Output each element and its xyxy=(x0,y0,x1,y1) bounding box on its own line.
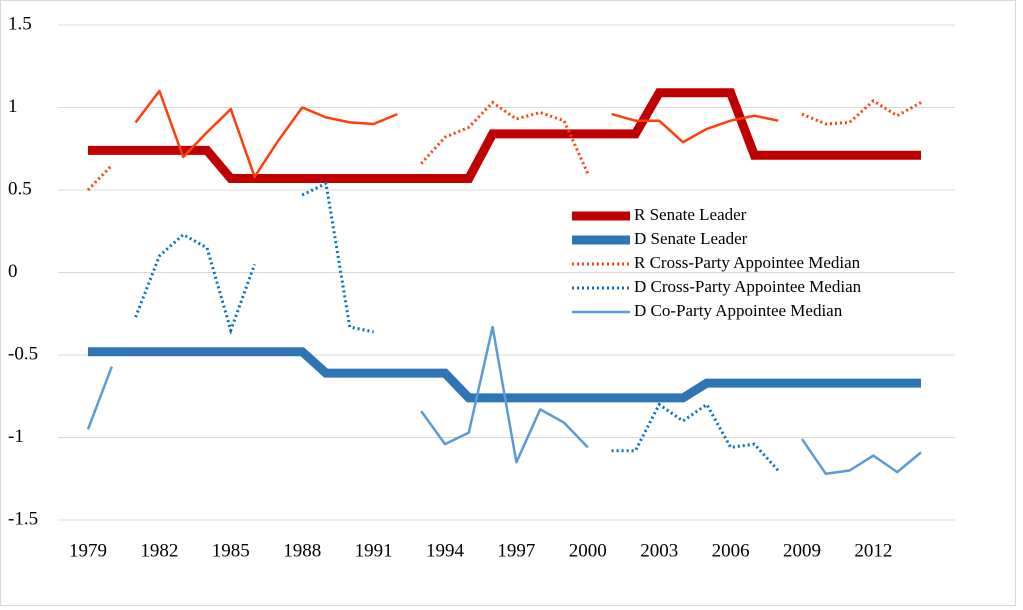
y-tick-label: 1.5 xyxy=(8,13,32,34)
y-tick-label: 1 xyxy=(8,96,18,117)
x-tick-label: 2000 xyxy=(569,540,607,561)
x-tick-label: 1991 xyxy=(355,540,393,561)
legend-label: R Senate Leader xyxy=(634,205,747,224)
series-line xyxy=(134,181,780,472)
legend-label: D Co-Party Appointee Median xyxy=(634,301,843,320)
x-tick-label: 1985 xyxy=(212,540,250,561)
x-tick-label: 1988 xyxy=(283,540,321,561)
x-tick-label: 1979 xyxy=(69,540,107,561)
x-tick-label: 1982 xyxy=(140,540,178,561)
legend-label: D Cross-Party Appointee Median xyxy=(634,277,862,296)
x-tick-label: 2012 xyxy=(854,540,892,561)
y-tick-label: -1 xyxy=(8,426,24,447)
legend-label: D Senate Leader xyxy=(634,229,748,248)
series-line xyxy=(88,88,921,183)
series-line xyxy=(134,89,779,179)
legend-label: R Cross-Party Appointee Median xyxy=(634,253,861,272)
y-tick-label: -1.5 xyxy=(8,508,38,529)
series-line xyxy=(86,99,922,192)
x-tick-label: 1997 xyxy=(497,540,535,561)
y-tick-label: 0 xyxy=(8,261,18,282)
y-tick-label: 0.5 xyxy=(8,178,32,199)
series-line xyxy=(86,325,922,476)
x-tick-label: 2009 xyxy=(783,540,821,561)
x-tick-label: 2003 xyxy=(640,540,678,561)
y-tick-label: -0.5 xyxy=(8,343,38,364)
x-tick-label: 2006 xyxy=(712,540,750,561)
x-tick-label: 1994 xyxy=(426,540,465,561)
